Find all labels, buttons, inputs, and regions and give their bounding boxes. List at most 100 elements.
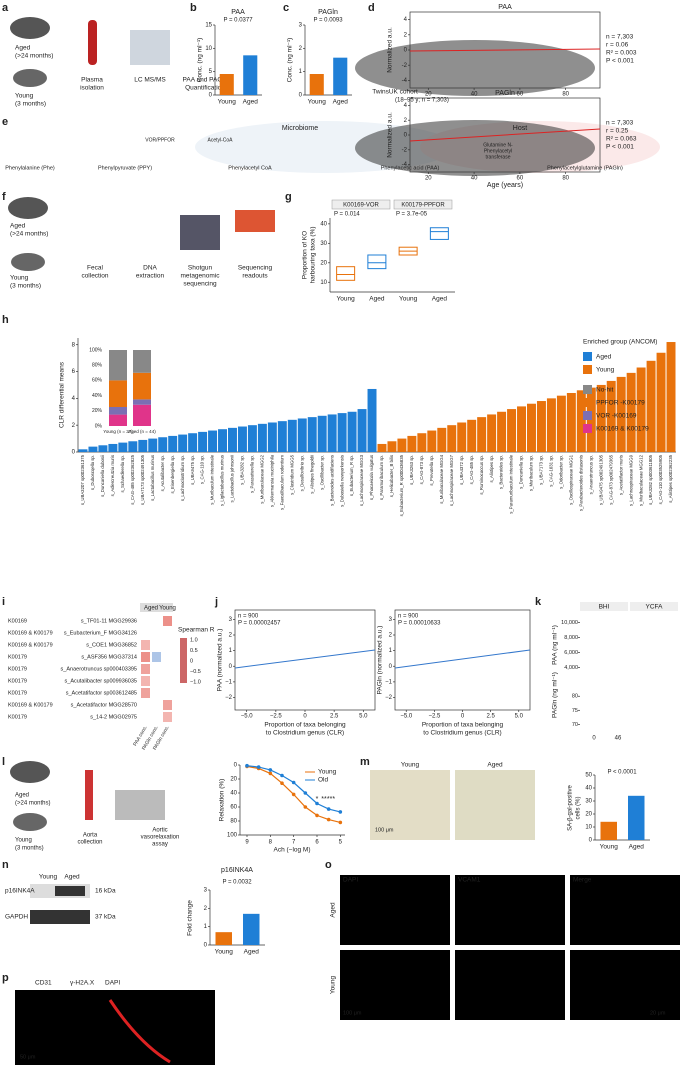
x-tick-label: Young [399,296,418,303]
label: to Clostridium genus (CLR) [266,730,344,737]
stacked-segment [133,372,151,400]
bar [347,411,357,452]
label: LC MS/MS [134,77,166,84]
x-tick-label: s_UBA7173 sp002491305 [140,454,145,505]
label: Young [330,976,337,995]
panel-letter: b [190,2,197,14]
heat-cell [141,676,150,686]
bar [327,414,337,452]
stacked-segment [109,407,127,415]
panel-letter: j [214,596,218,608]
x-tick-label: Young [600,844,619,851]
label: P = 3.7e-05 [396,212,428,218]
label: Conc. (ng ml⁻¹) [287,38,294,83]
label: isolation [80,85,104,92]
bar [367,388,377,452]
bar [387,441,397,452]
fit-line [409,48,601,52]
panel-letter: g [285,191,292,203]
y-tick-label: 3 [204,888,208,894]
x-tick-label: s_CAG-1031 sp. [549,455,554,487]
heat-cell [163,712,172,722]
y-tick-label: 30 [585,799,592,805]
label: R² = 0.063 [606,136,637,143]
y-tick-label: 50 [585,773,592,779]
stacked-segment [133,404,151,426]
bar [267,422,277,452]
y-tick-label: 4 [404,17,408,23]
bar [78,449,88,452]
label: Phenylacetylglutamine (PAGln) [547,165,623,171]
legend-label: Young [596,367,615,374]
bar [247,425,257,452]
y-tick-label: 30 [320,241,327,247]
label: Merge [573,877,592,884]
bar [88,446,98,452]
panel-letter: l [2,756,5,768]
bar [188,433,198,452]
heat-cell [163,700,172,710]
y-tick-label: 8 [72,342,76,348]
bar [457,422,467,452]
y-tick-label: 0% [95,423,103,429]
point [291,792,296,797]
label: r = 0.25 [606,128,629,135]
label: BHI [599,604,610,611]
x-tick-label: s_UBA3282 sp003611805 [648,454,653,504]
y-tick-label: 10 [585,825,592,831]
x-tick-label: 60 [517,176,524,182]
label: 100 μm [343,1010,362,1016]
label: assay [152,842,168,848]
label: n = 7,303 [606,120,634,127]
label: Young [159,606,176,612]
label: P = 0.00002457 [238,621,281,627]
x-tick-label: s_Muribaculum sp. [529,455,534,491]
label: Normalized a.u. [387,112,394,158]
bar [666,342,676,452]
header [162,603,173,612]
label: Young [15,93,34,100]
panel-letter: h [2,314,9,326]
x-tick-label: s_CAG-110 sp003525905 [658,454,663,504]
bar [198,431,208,452]
x-tick-label: 20 [425,176,432,182]
x-tick-label: s_Anaerotruncus sp. [588,455,593,494]
label: Relaxation (%) [219,779,226,822]
label: r = 0.06 [606,42,629,49]
x-tick-label: s_Bacteroides sp. [499,455,504,489]
label: PAA [498,4,512,11]
y-tick-label: −1 [225,679,233,685]
label: Spearman R [178,627,215,634]
label: 1.0 [190,637,198,643]
label: Host [513,125,527,132]
label: Proportion of taxa belonging [422,722,504,729]
label: K00169 [8,618,27,624]
y-tick-label: 0 [589,838,593,844]
label: Young [318,769,337,776]
bar [108,443,118,452]
legend-swatch [583,398,592,407]
bar [507,409,517,452]
label: (3 months) [15,846,44,852]
heat-cell [152,652,161,662]
bar [357,409,367,452]
label: Phenylacetic acid (PAA) [381,165,440,171]
bar [628,795,645,840]
x-tick-label: Aged [432,296,448,303]
x-tick-label: s_Lactobacillus johnsonii [230,455,235,503]
x-tick-label: −5.0 [400,714,413,720]
y-tick-label: 0 [204,943,208,949]
x-tick-label: s_Faecalibaculum rodentium [279,455,284,510]
label: 16 kDa [95,888,116,895]
bar [228,427,237,452]
label: Microbiome [282,125,318,132]
y-tick-label: 5 [209,69,213,75]
x-tick-label: s_Muribaculaceae MGG2 [260,454,265,503]
x-tick-label: s_Lachnospiraceae MGG9 [628,454,633,506]
label: 100 [227,833,238,839]
x-tick-label: s_Lachnoclostridium sp. [180,455,185,501]
label: Quantification [185,85,225,92]
label: P < 0.0001 [607,770,637,776]
x-tick-label: s_Eisenbergiella sp. [170,455,175,493]
bar [118,442,128,452]
